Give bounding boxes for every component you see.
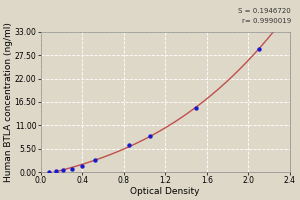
Point [92, 159, 97, 162]
Point [147, 134, 152, 138]
Point [54, 169, 58, 173]
Y-axis label: Human BTLA concentration (ng/ml): Human BTLA concentration (ng/ml) [4, 22, 13, 182]
Point [194, 107, 199, 110]
Point [69, 167, 74, 170]
Text: S = 0.1946720: S = 0.1946720 [238, 8, 291, 14]
Point [80, 164, 85, 167]
X-axis label: Optical Density: Optical Density [130, 187, 200, 196]
Text: r= 0.9990019: r= 0.9990019 [242, 18, 291, 24]
Point [256, 47, 261, 50]
Point [46, 171, 51, 174]
Point [127, 143, 131, 146]
Point [61, 169, 66, 172]
